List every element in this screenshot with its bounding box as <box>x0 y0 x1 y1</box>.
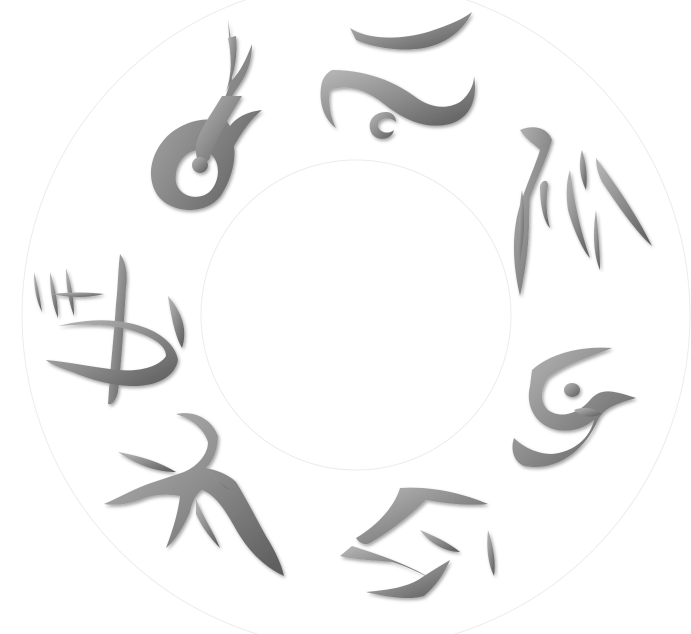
glyph-top-left-curl <box>150 20 262 210</box>
glyph-upper-right-strokes <box>513 127 652 297</box>
glyph-left-crossed-arc <box>34 254 185 405</box>
inner-ring-outline <box>200 159 512 471</box>
outer-ring-outline <box>21 0 691 634</box>
glyph-top-swoosh <box>320 12 475 139</box>
glyph-bottom-left-bird <box>104 413 284 576</box>
glyph-bottom-right-zigzag <box>340 487 495 599</box>
glyph-right-spiral <box>512 347 636 468</box>
